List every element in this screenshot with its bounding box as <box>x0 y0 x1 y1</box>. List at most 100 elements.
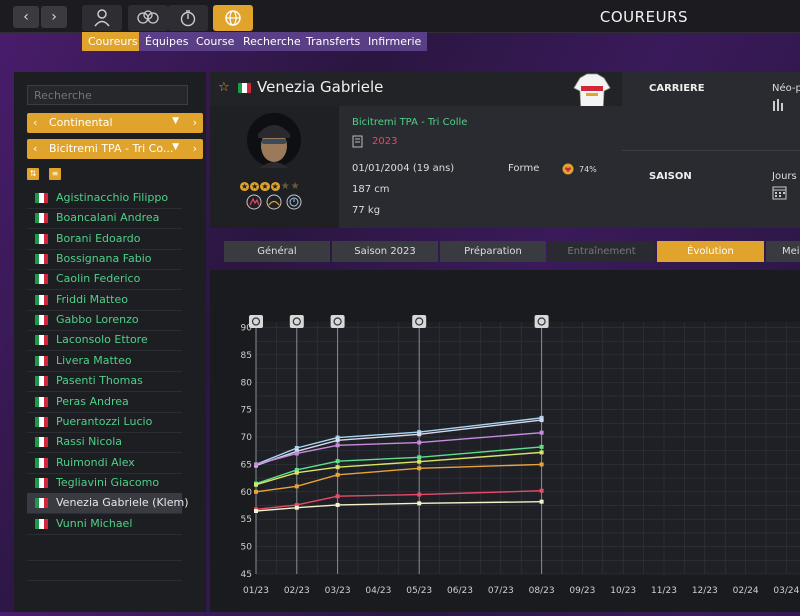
form-value: 74% <box>579 165 597 174</box>
rider-list-item[interactable]: Boancalani Andrea <box>27 208 182 230</box>
rider-list-item[interactable]: Venezia Gabriele (Klem) <box>27 493 189 515</box>
forward-button[interactable]: › <box>41 6 67 28</box>
chevron-down-icon[interactable]: ▼ <box>172 142 179 152</box>
rider-list-item[interactable]: Friddi Matteo <box>27 290 182 311</box>
empty-list-row <box>27 540 182 561</box>
rider-list-name: Laconsolo Ettore <box>56 333 148 347</box>
italy-flag-icon <box>35 193 48 203</box>
star-icon: ★ <box>240 182 250 191</box>
italy-flag-icon <box>35 335 48 346</box>
stopwatch-icon[interactable] <box>168 5 208 31</box>
tab-transferts[interactable]: Transferts <box>300 32 367 51</box>
rider-sidebar: ‹ Continental ▼ › ‹ Bicitremi TPA - Tri … <box>14 72 206 612</box>
italy-flag-icon <box>35 477 48 488</box>
height-value: 187 cm <box>352 184 390 195</box>
tab-preparation[interactable]: Préparation <box>440 241 546 262</box>
rider-list-item[interactable]: Agistinacchio Filippo <box>27 188 182 209</box>
y-tick-label: 85 <box>241 351 252 361</box>
italy-flag-icon <box>35 294 48 305</box>
rider-list-item[interactable]: Gabbo Lorenzo <box>27 310 182 332</box>
season-value: Jours c <box>772 171 800 182</box>
avatar <box>247 113 301 168</box>
x-tick-label: 04/23 <box>365 586 391 596</box>
team-section-icon[interactable] <box>128 5 168 31</box>
empty-list-row <box>27 560 182 582</box>
favorite-star-icon[interactable]: ☆ <box>218 80 230 95</box>
x-tick-label: 12/23 <box>692 586 718 596</box>
tab-course[interactable]: Course <box>190 32 241 51</box>
season-label: SAISON <box>649 171 692 182</box>
rider-list-item[interactable]: Puerantozzi Lucio <box>27 412 182 433</box>
italy-flag-icon <box>35 498 48 509</box>
rider-list-item[interactable]: Pasenti Thomas <box>27 371 182 393</box>
calendar-icon <box>772 186 787 200</box>
data-point <box>539 418 544 423</box>
y-tick-label: 60 <box>241 488 253 498</box>
tab-meilleurs[interactable]: Meil <box>766 241 800 262</box>
team-filter[interactable]: ‹ Bicitremi TPA - Tri Co... ▼ › <box>27 139 203 159</box>
chevron-right-icon[interactable]: › <box>192 142 197 155</box>
chevron-left-icon[interactable]: ‹ <box>33 116 38 129</box>
rider-list-item[interactable]: Borani Edoardo <box>27 229 182 250</box>
rider-list-item[interactable]: Tegliavini Giacomo <box>27 473 182 494</box>
weight-value: 77 kg <box>352 205 381 216</box>
rider-list-item[interactable]: Livera Matteo <box>27 351 182 372</box>
page-title: COUREURS <box>599 8 688 26</box>
chevron-down-icon[interactable]: ▼ <box>172 116 179 126</box>
data-point <box>335 494 340 499</box>
tab-infirmerie[interactable]: Infirmerie <box>362 32 428 51</box>
career-bars-icon <box>773 99 783 111</box>
data-point <box>294 484 299 489</box>
tab-recherche[interactable]: Recherche <box>237 32 307 51</box>
rider-list-name: Venezia Gabriele (Klem) <box>56 496 189 510</box>
star-icon: ★ <box>280 181 290 192</box>
y-tick-label: 50 <box>241 543 253 553</box>
rider-list-item[interactable]: Laconsolo Ettore <box>27 330 182 352</box>
tab-coureurs[interactable]: Coureurs <box>82 32 144 51</box>
event-marker-icon <box>249 315 263 328</box>
italy-flag-icon <box>35 437 48 448</box>
rider-list-item[interactable]: Bossignana Fabio <box>27 249 182 271</box>
tab-entrainement[interactable]: Entraînement <box>548 241 655 262</box>
rider-list-item[interactable]: Vunni Michael <box>27 514 182 535</box>
rider-section-icon[interactable] <box>82 5 122 31</box>
region-filter[interactable]: ‹ Continental ▼ › <box>27 113 203 133</box>
y-tick-label: 90 <box>241 323 253 333</box>
data-point <box>335 438 340 443</box>
event-marker-icon <box>292 317 301 326</box>
data-point <box>417 432 422 437</box>
back-button[interactable]: ‹ <box>13 6 39 28</box>
y-tick-label: 65 <box>241 460 252 470</box>
tab-evolution[interactable]: Évolution <box>657 241 764 262</box>
data-point <box>294 449 299 454</box>
tab-general[interactable]: Général <box>224 241 330 262</box>
globe-icon[interactable] <box>213 5 253 31</box>
chevron-right-icon[interactable]: › <box>192 116 197 129</box>
team-name[interactable]: Bicitremi TPA - Tri Colle <box>352 117 468 128</box>
rider-list-item[interactable]: Rassi Nicola <box>27 432 182 454</box>
event-marker-icon <box>534 315 549 328</box>
rider-list-item[interactable]: Caolin Federico <box>27 269 182 291</box>
data-point <box>254 489 258 494</box>
italy-flag-icon <box>35 315 48 326</box>
team-jersey-icon <box>573 73 611 113</box>
sort-filter-icon[interactable]: ≡ <box>49 168 61 180</box>
rider-list-name: Boancalani Andrea <box>56 211 160 225</box>
search-input[interactable] <box>27 85 188 105</box>
rider-list-item[interactable]: Peras Andrea <box>27 392 182 413</box>
data-point <box>294 446 299 450</box>
data-point <box>417 459 422 464</box>
rider-list-item[interactable]: Ruimondi Alex <box>27 453 182 474</box>
italy-flag-icon <box>35 376 48 387</box>
chevron-left-icon[interactable]: ‹ <box>33 142 38 155</box>
rider-list-name: Ruimondi Alex <box>56 455 135 469</box>
rider-list-name: Pasenti Thomas <box>56 374 143 388</box>
rider-header: ☆ Venezia Gabriele <box>210 72 622 113</box>
data-point <box>417 466 422 471</box>
climber-icon <box>246 194 262 210</box>
tab-equipes[interactable]: Équipes <box>139 32 195 51</box>
x-tick-label: 10/23 <box>610 586 636 596</box>
sort-numeric-icon[interactable]: ⇅ <box>27 168 39 180</box>
data-point <box>539 415 544 420</box>
tab-saison[interactable]: Saison 2023 <box>332 241 438 262</box>
